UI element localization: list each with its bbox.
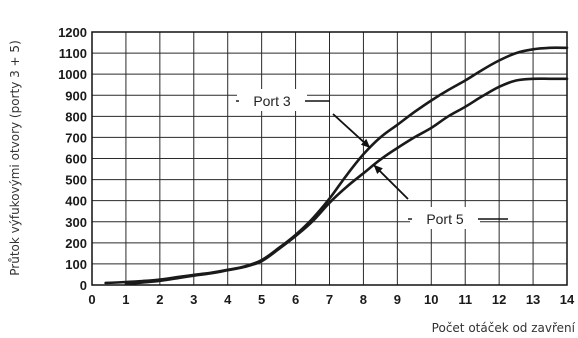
y-tick-label: 700 [65,130,87,145]
annotation-label: Port 3 [253,93,291,109]
x-tick-label: 5 [258,292,265,307]
x-tick-label: 0 [88,292,95,307]
x-tick-label: 1 [122,292,129,307]
y-tick-label: 400 [65,194,87,209]
annotation-arrowhead [373,164,383,174]
x-tick-label: 10 [424,292,438,307]
x-tick-label: 14 [560,292,575,307]
annotation-label: Port 5 [426,211,464,227]
tick-labels: 0 1 2 3 4 5 6 7 8 9 10 11 12 13 1401002003004005006007… [58,25,575,307]
annotation-bg [237,89,307,111]
x-tick-label: 8 [360,292,367,307]
y-tick-label: 0 [80,278,87,293]
x-tick-label: 11 [458,292,472,307]
x-tick-label: 6 [292,292,299,307]
x-tick-label: 3 [190,292,197,307]
y-tick-label: 500 [65,173,87,188]
annotation-arrowhead [360,138,371,148]
x-tick-label: 2 [156,292,163,307]
y-tick-label: 800 [65,109,87,124]
y-tick-label: 1000 [58,67,87,82]
annotation-group: Port 3 Port 5 [236,89,508,229]
grid [91,31,568,286]
y-axis-label: Průtok výfukovými otvory (porty 3 + 5) [8,40,22,275]
x-tick-label: 7 [326,292,333,307]
series-group [104,46,569,286]
x-tick-label: 9 [394,292,401,307]
y-tick-label: 100 [65,257,87,272]
y-tick-label: 600 [65,152,87,167]
y-tick-label: 1200 [58,25,87,40]
y-tick-label: 1100 [59,46,87,61]
x-tick-label: 12 [492,292,506,307]
x-tick-label: 4 [224,292,232,307]
series-line-1 [104,46,569,285]
plot-frame [91,31,568,286]
y-tick-label: 300 [65,215,87,230]
annotation-bg [410,207,480,229]
x-tick-label: 13 [526,292,540,307]
series-line-2 [124,77,569,286]
y-tick-label: 900 [65,88,87,103]
x-axis-label: Počet otáček od zavření [432,321,576,335]
y-tick-label: 200 [65,236,87,251]
